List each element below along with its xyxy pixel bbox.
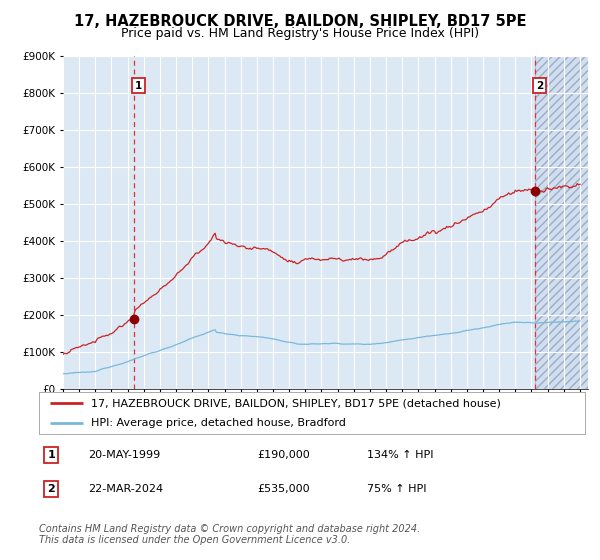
Bar bbox=[535, 56, 588, 389]
Text: 134% ↑ HPI: 134% ↑ HPI bbox=[367, 450, 433, 460]
Text: Price paid vs. HM Land Registry's House Price Index (HPI): Price paid vs. HM Land Registry's House … bbox=[121, 27, 479, 40]
Text: 17, HAZEBROUCK DRIVE, BAILDON, SHIPLEY, BD17 5PE (detached house): 17, HAZEBROUCK DRIVE, BAILDON, SHIPLEY, … bbox=[91, 398, 501, 408]
Text: 17, HAZEBROUCK DRIVE, BAILDON, SHIPLEY, BD17 5PE: 17, HAZEBROUCK DRIVE, BAILDON, SHIPLEY, … bbox=[74, 14, 526, 29]
Text: 22-MAR-2024: 22-MAR-2024 bbox=[88, 484, 163, 494]
Text: 1: 1 bbox=[47, 450, 55, 460]
Text: 2: 2 bbox=[47, 484, 55, 494]
Text: £535,000: £535,000 bbox=[257, 484, 310, 494]
Text: 2: 2 bbox=[536, 81, 544, 91]
Text: 20-MAY-1999: 20-MAY-1999 bbox=[88, 450, 160, 460]
Text: 75% ↑ HPI: 75% ↑ HPI bbox=[367, 484, 426, 494]
Bar bbox=[535, 56, 588, 389]
Text: HPI: Average price, detached house, Bradford: HPI: Average price, detached house, Brad… bbox=[91, 418, 346, 428]
Text: 1: 1 bbox=[135, 81, 142, 91]
Text: £190,000: £190,000 bbox=[257, 450, 310, 460]
Text: Contains HM Land Registry data © Crown copyright and database right 2024.
This d: Contains HM Land Registry data © Crown c… bbox=[39, 524, 420, 545]
